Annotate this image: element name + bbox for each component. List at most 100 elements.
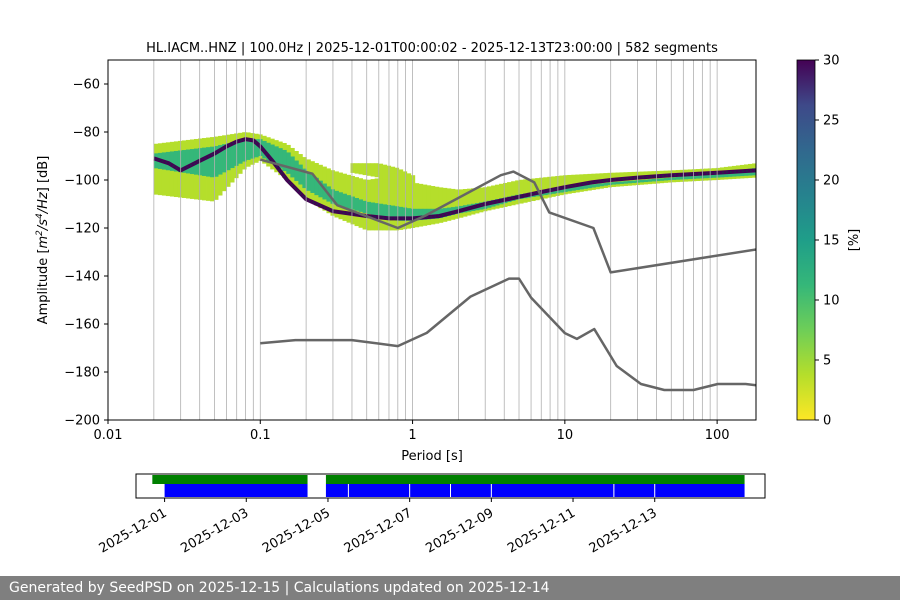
heatmap-cell: [398, 206, 404, 221]
heatmap-cell: [418, 183, 424, 227]
heatmap-cell: [346, 195, 351, 209]
heatmap-cell: [675, 176, 681, 180]
heatmap-cell: [667, 177, 673, 181]
colorbar-tick-label: 20: [823, 174, 840, 189]
heatmap-cell: [571, 186, 576, 191]
heatmap-cell: [559, 187, 564, 193]
heatmap-cell: [715, 172, 721, 178]
heatmap-cell: [615, 181, 620, 185]
colorbar-label: [%]: [847, 229, 862, 252]
heatmap-cell: [507, 182, 512, 207]
x-tick-label: 100: [705, 428, 730, 443]
heatmap-cell: [394, 167, 400, 185]
heatmap-cell: [314, 177, 319, 196]
heatmap-cell: [639, 179, 644, 183]
y-axis: −200 −180 −160 −140 −120 −100 −80 −60: [64, 78, 108, 429]
heatmap-cell: [414, 208, 420, 221]
heatmap-cell: [531, 178, 536, 202]
heatmap-cell: [350, 196, 355, 210]
heatmap-cell: [434, 186, 440, 224]
timeline-tick-label: 2025-12-11: [505, 506, 578, 557]
y-tick-label: −120: [64, 222, 100, 237]
heatmap-cell: [402, 207, 408, 221]
heatmap-cell: [214, 146, 219, 177]
heatmap-cell: [334, 190, 339, 206]
heatmap-cell: [479, 187, 484, 213]
heatmap-cell: [410, 182, 416, 228]
heatmap-cell: [362, 200, 368, 213]
heatmap-cell: [587, 184, 592, 189]
footer: Generated by SeedPSD on 2025-12-15 | Cal…: [0, 576, 900, 600]
heatmap-cell: [378, 163, 384, 179]
colorbar: [796, 59, 816, 421]
heatmap-cell: [394, 175, 400, 231]
heatmap-cell: [342, 193, 347, 208]
footer-text: Generated by SeedPSD on 2025-12-15 | Cal…: [9, 580, 550, 596]
timeline-tick-label: 2025-12-13: [587, 506, 660, 557]
timeline: 2025-12-01 2025-12-03 2025-12-05 2025-12-07…: [97, 475, 745, 556]
heatmap-cell: [210, 146, 215, 178]
heatmap-cell: [394, 206, 400, 221]
heatmap-cell: [511, 181, 516, 206]
colorbar-tick-label: 25: [823, 114, 840, 129]
heatmap-cell: [454, 189, 460, 219]
colorbar-axis: 0 5 10 15 20 25 30: [815, 54, 840, 429]
heatmap-cell: [607, 182, 612, 185]
grid: [153, 60, 718, 420]
heatmap-cell: [723, 171, 729, 178]
heatmap-cell: [402, 178, 408, 230]
heatmap-cell: [703, 173, 709, 179]
timeline-tick-label: 2025-12-03: [178, 506, 251, 557]
heatmap-cell: [157, 143, 163, 196]
heatmap-cell: [430, 208, 436, 219]
plot-frame: [107, 59, 757, 421]
heatmap-cell: [390, 175, 396, 231]
heatmap-cell: [466, 188, 472, 216]
heatmap-cell: [406, 180, 412, 229]
heatmap-cell: [551, 176, 556, 197]
heatmap-cell: [438, 187, 444, 223]
heatmap: [153, 132, 756, 231]
heatmap-cell: [350, 163, 355, 173]
heatmap-cell: [631, 180, 636, 183]
y-tick-label: −160: [64, 318, 100, 333]
heatmap-cell: [450, 188, 456, 220]
heatmap-cell: [246, 139, 251, 160]
heatmap-cell: [238, 140, 243, 164]
heatmap-cell: [647, 179, 653, 182]
heatmap-cell: [266, 142, 271, 161]
heatmap-cell: [679, 176, 685, 180]
heatmap-cell: [153, 143, 159, 195]
heatmap-cell: [306, 172, 311, 191]
x-axis-label: Period [s]: [401, 449, 463, 464]
timeline-top-segment: [325, 475, 745, 484]
heatmap-cell: [310, 174, 315, 193]
heatmap-cell: [185, 149, 191, 174]
heatmap-cell: [523, 179, 528, 203]
heatmap-cell: [270, 144, 275, 164]
timeline-tick-label: 2025-12-07: [342, 506, 415, 557]
heatmap-cell: [591, 184, 596, 188]
y-tick-label: −60: [73, 78, 100, 93]
x-tick-label: 10: [557, 428, 574, 443]
heatmap-cell: [382, 177, 388, 231]
heatmap-cell: [719, 172, 725, 178]
heatmap-cell: [458, 189, 464, 218]
heatmap-cell: [294, 160, 299, 181]
colorbar-tick-label: 10: [823, 294, 840, 309]
heatmap-cell: [254, 139, 259, 158]
heatmap-cell: [242, 139, 247, 162]
series-line-nlnm: [260, 277, 756, 392]
timeline-frame: [135, 473, 766, 499]
heatmap-cell: [338, 192, 343, 207]
heatmap-cell: [274, 146, 279, 167]
heatmap-cell: [579, 185, 584, 190]
heatmap-cell: [603, 182, 608, 186]
heatmap-cell: [470, 188, 476, 215]
heatmap-cell: [567, 186, 572, 192]
heatmap-cell: [687, 175, 693, 180]
heatmap-cell: [595, 183, 600, 187]
heatmap-cell: [487, 186, 492, 211]
heatmap-cell: [218, 145, 223, 175]
heatmap-cell: [406, 173, 412, 191]
